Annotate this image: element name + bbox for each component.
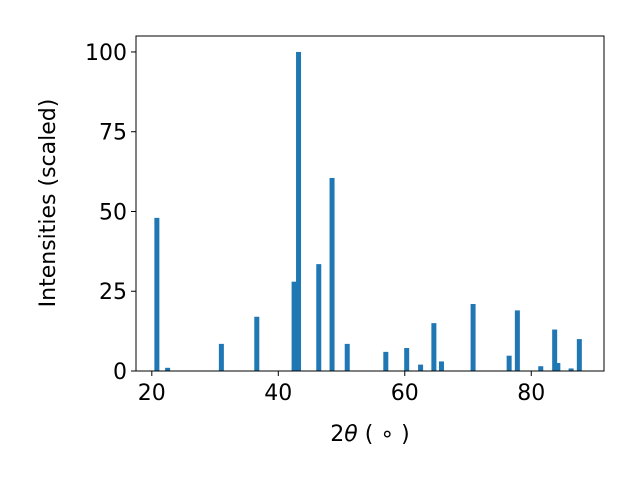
bar — [218, 343, 224, 371]
bar — [555, 363, 561, 371]
bar — [165, 367, 171, 371]
bar — [316, 264, 322, 371]
bar — [418, 364, 424, 371]
bar — [552, 329, 558, 371]
bar — [431, 323, 437, 371]
bar — [344, 343, 350, 371]
x-tick-label: 80 — [517, 381, 545, 406]
bar — [576, 339, 582, 371]
x-axis-ticks: 20 40 60 80 — [138, 371, 545, 406]
x-tick-label: 60 — [391, 381, 419, 406]
bar — [470, 304, 476, 371]
x-tick-label: 40 — [264, 381, 292, 406]
bar — [438, 361, 444, 371]
y-tick-label: 100 — [85, 41, 127, 66]
bar — [383, 351, 389, 371]
y-tick-label: 50 — [99, 200, 127, 225]
bar — [291, 281, 297, 371]
bar — [329, 177, 335, 371]
y-axis-ticks: 0 25 50 75 100 — [85, 41, 136, 385]
y-tick-label: 75 — [99, 121, 127, 146]
bar — [514, 310, 520, 371]
bar — [154, 217, 160, 371]
plot-frame — [135, 35, 605, 372]
bar — [296, 51, 302, 371]
y-tick-label: 0 — [113, 360, 127, 385]
x-tick-label: 20 — [138, 381, 166, 406]
x-axis-label: 2θ ( ∘ ) — [330, 422, 409, 447]
bar — [538, 366, 544, 371]
bars-group — [154, 51, 582, 371]
bar — [506, 355, 512, 371]
bar — [568, 368, 574, 371]
bar — [404, 348, 410, 371]
y-tick-label: 25 — [99, 280, 127, 305]
bar — [254, 316, 260, 371]
y-axis-label: Intensities (scaled) — [36, 99, 61, 308]
